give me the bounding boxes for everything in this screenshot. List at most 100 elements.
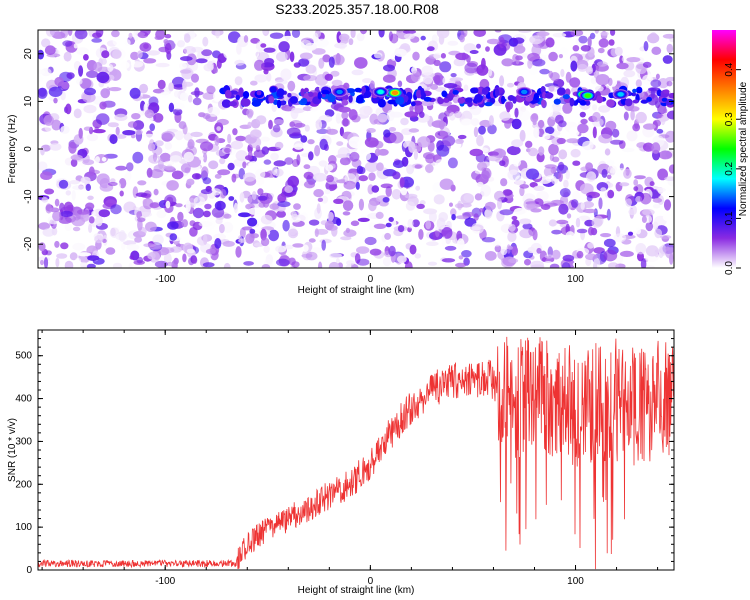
heatmap-cell xyxy=(556,137,566,145)
heatmap-x-label: Height of straight line (km) xyxy=(298,285,415,296)
heatmap-cell xyxy=(511,139,524,148)
heatmap-cell xyxy=(131,134,136,139)
colorbar-tick-label: 0.3 xyxy=(724,112,735,126)
heatmap-cell xyxy=(469,104,482,116)
heatmap-cell xyxy=(656,187,666,193)
snr-y-tick-label: 300 xyxy=(15,436,32,447)
heatmap-cell xyxy=(40,171,53,180)
heatmap-cell xyxy=(404,193,418,199)
heatmap-cell xyxy=(248,136,262,149)
heatmap-cell xyxy=(161,131,175,139)
heatmap-cell xyxy=(321,239,327,251)
heatmap-cell xyxy=(587,242,595,249)
heatmap-cell xyxy=(461,250,472,258)
heatmap-cell xyxy=(594,30,599,34)
heatmap-cell xyxy=(582,201,595,209)
heatmap-cell xyxy=(155,62,170,68)
heatmap-cell xyxy=(253,48,260,58)
heatmap-cell xyxy=(254,177,265,186)
heatmap-cell xyxy=(120,61,130,69)
heatmap-cell xyxy=(289,51,295,63)
heatmap-cell xyxy=(441,227,453,239)
heatmap-cell xyxy=(213,67,218,74)
heatmap-cell xyxy=(522,223,533,230)
heatmap-cell xyxy=(635,111,647,124)
heatmap-cell xyxy=(195,58,208,64)
heatmap-cell xyxy=(592,111,601,123)
heatmap-cell xyxy=(532,229,538,241)
heatmap-cell xyxy=(293,122,306,128)
heatmap-cell xyxy=(589,32,596,40)
heatmap-cell xyxy=(282,219,290,232)
heatmap-cell xyxy=(512,158,522,167)
heatmap-cell xyxy=(392,160,405,169)
heatmap-cell xyxy=(303,171,314,180)
heatmap-cell xyxy=(663,108,668,114)
heatmap-cell xyxy=(665,246,670,251)
heatmap-cell xyxy=(558,120,567,128)
heatmap-cell xyxy=(469,148,484,157)
heatmap-cell xyxy=(192,97,202,106)
heatmap-cell xyxy=(178,62,187,70)
heatmap-cell xyxy=(152,152,158,162)
heatmap-cell xyxy=(94,126,99,132)
heatmap-cell xyxy=(44,45,56,56)
heatmap-cell xyxy=(232,128,238,136)
heatmap-cell xyxy=(334,42,347,49)
heatmap-cell xyxy=(231,173,237,183)
heatmap-cell xyxy=(287,92,292,98)
heatmap-cell xyxy=(320,220,328,226)
heatmap-cell xyxy=(494,88,500,98)
heatmap-cell xyxy=(596,61,608,67)
heatmap-cell xyxy=(549,153,555,162)
heatmap-cell xyxy=(191,73,199,83)
heatmap-cell xyxy=(473,213,479,221)
heatmap-cell xyxy=(149,123,155,132)
heatmap-cell xyxy=(94,235,104,244)
heatmap-cell xyxy=(341,111,349,120)
heatmap-cell xyxy=(173,257,179,265)
heatmap-cell xyxy=(399,177,405,188)
heatmap-cell xyxy=(215,218,223,225)
heatmap-cell xyxy=(56,253,68,259)
heatmap-cell xyxy=(518,30,532,33)
heatmap-cell xyxy=(318,160,328,167)
heatmap-cell xyxy=(263,47,276,53)
heatmap-cell xyxy=(407,218,414,229)
heatmap-cell xyxy=(311,48,326,55)
heatmap-cell xyxy=(604,148,611,156)
heatmap-cell xyxy=(198,221,213,227)
heatmap-cell xyxy=(400,187,408,196)
heatmap-cell xyxy=(169,233,178,241)
heatmap-cell xyxy=(107,181,118,187)
heatmap-cell xyxy=(79,78,92,89)
heatmap-cell xyxy=(208,160,219,170)
heatmap-cell xyxy=(450,208,457,217)
heatmap-cell xyxy=(444,245,457,251)
heatmap-cell xyxy=(114,113,128,121)
heatmap-cell xyxy=(303,87,309,93)
heatmap-cell xyxy=(511,246,519,256)
heatmap-cell xyxy=(86,70,99,79)
heatmap-cell xyxy=(413,150,418,160)
heatmap-cell xyxy=(260,214,273,225)
heatmap-cell xyxy=(261,264,271,268)
heatmap-cell xyxy=(410,70,421,83)
heatmap-cell xyxy=(476,52,483,62)
heatmap-cell xyxy=(592,104,598,111)
heatmap-cell xyxy=(447,157,458,169)
heatmap-cell xyxy=(404,111,419,118)
heatmap-cell xyxy=(276,210,286,218)
heatmap-cell xyxy=(185,200,191,213)
heatmap-cell xyxy=(389,131,404,144)
heatmap-cell xyxy=(380,183,393,189)
heatmap-cell xyxy=(250,80,258,86)
heatmap-cell xyxy=(126,243,140,251)
heatmap-cell xyxy=(464,62,479,74)
heatmap-cell xyxy=(394,48,407,57)
heatmap-cell xyxy=(107,64,114,72)
heatmap-cell xyxy=(608,39,615,46)
heatmap-cell xyxy=(219,157,226,165)
heatmap-cell xyxy=(275,79,288,85)
heatmap-cell xyxy=(318,261,323,268)
